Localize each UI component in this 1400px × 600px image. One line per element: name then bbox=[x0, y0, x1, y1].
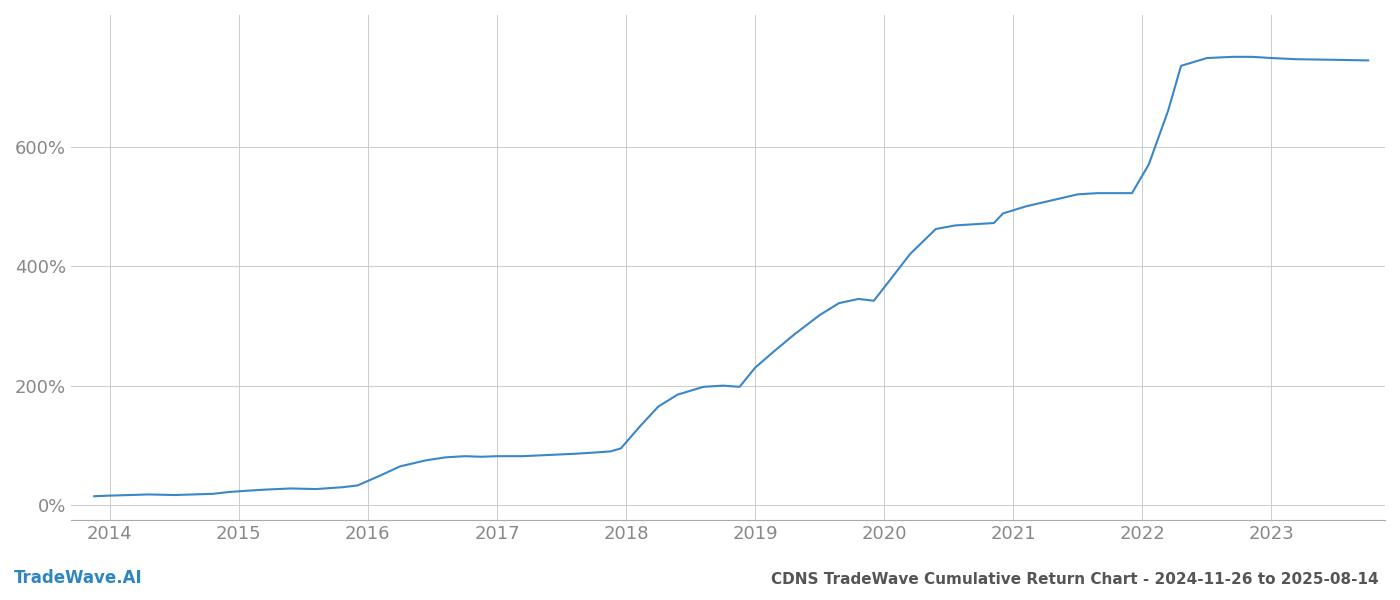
Text: CDNS TradeWave Cumulative Return Chart - 2024-11-26 to 2025-08-14: CDNS TradeWave Cumulative Return Chart -… bbox=[771, 572, 1379, 587]
Text: TradeWave.AI: TradeWave.AI bbox=[14, 569, 143, 587]
